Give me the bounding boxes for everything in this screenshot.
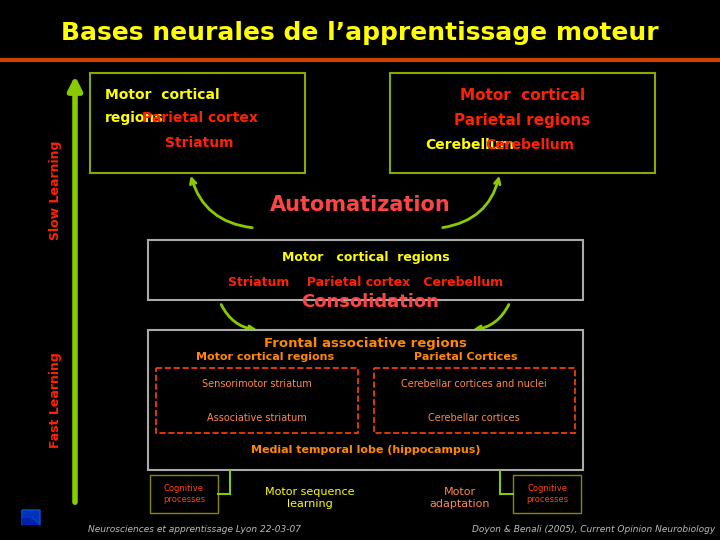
Text: Frontal associative regions: Frontal associative regions — [264, 336, 467, 349]
Text: Cerebellar cortices and nuclei: Cerebellar cortices and nuclei — [401, 379, 547, 389]
Text: Bases neurales de l’apprentissage moteur: Bases neurales de l’apprentissage moteur — [61, 21, 659, 45]
Bar — [156, 368, 358, 433]
Bar — [513, 475, 581, 513]
Text: Parietal Cortices: Parietal Cortices — [414, 352, 517, 362]
Text: Cerebellum: Cerebellum — [485, 138, 574, 152]
Text: Cerebellar cortices: Cerebellar cortices — [428, 413, 520, 423]
Bar — [90, 73, 305, 173]
Text: regions: regions — [105, 111, 163, 125]
Text: Motor  cortical: Motor cortical — [105, 88, 220, 102]
Text: Consolidation: Consolidation — [301, 293, 439, 311]
Bar — [390, 73, 655, 173]
Text: Fast Learning: Fast Learning — [50, 352, 63, 448]
Text: Striatum: Striatum — [165, 136, 233, 150]
Text: Associative striatum: Associative striatum — [207, 413, 307, 423]
Text: Parietal regions: Parietal regions — [454, 112, 590, 127]
Text: Doyon & Benali (2005), Current Opinion Neurobiology: Doyon & Benali (2005), Current Opinion N… — [472, 525, 715, 535]
Bar — [374, 368, 575, 433]
Bar — [150, 475, 218, 513]
Polygon shape — [22, 518, 40, 525]
Polygon shape — [22, 510, 40, 525]
Bar — [148, 330, 583, 470]
Text: Cerebellum: Cerebellum — [425, 138, 514, 152]
Text: Sensorimotor striatum: Sensorimotor striatum — [202, 379, 312, 389]
Text: Motor
adaptation: Motor adaptation — [430, 487, 490, 509]
Text: Slow Learning: Slow Learning — [50, 140, 63, 240]
Text: Motor   cortical  regions: Motor cortical regions — [282, 251, 449, 264]
Text: Medial temporal lobe (hippocampus): Medial temporal lobe (hippocampus) — [251, 445, 480, 455]
Text: Automatization: Automatization — [269, 195, 451, 215]
Text: Cognitive
processes: Cognitive processes — [526, 484, 568, 504]
Text: Neurosciences et apprentissage Lyon 22-03-07: Neurosciences et apprentissage Lyon 22-0… — [88, 525, 301, 535]
Bar — [148, 240, 583, 300]
Text: Parietal cortex: Parietal cortex — [142, 111, 258, 125]
Text: Striatum    Parietal cortex   Cerebellum: Striatum Parietal cortex Cerebellum — [228, 275, 503, 288]
Text: Motor  cortical: Motor cortical — [460, 87, 585, 103]
Text: Motor sequence
learning: Motor sequence learning — [265, 487, 355, 509]
Text: Motor cortical regions: Motor cortical regions — [197, 352, 335, 362]
Text: Cognitive
processes: Cognitive processes — [163, 484, 205, 504]
